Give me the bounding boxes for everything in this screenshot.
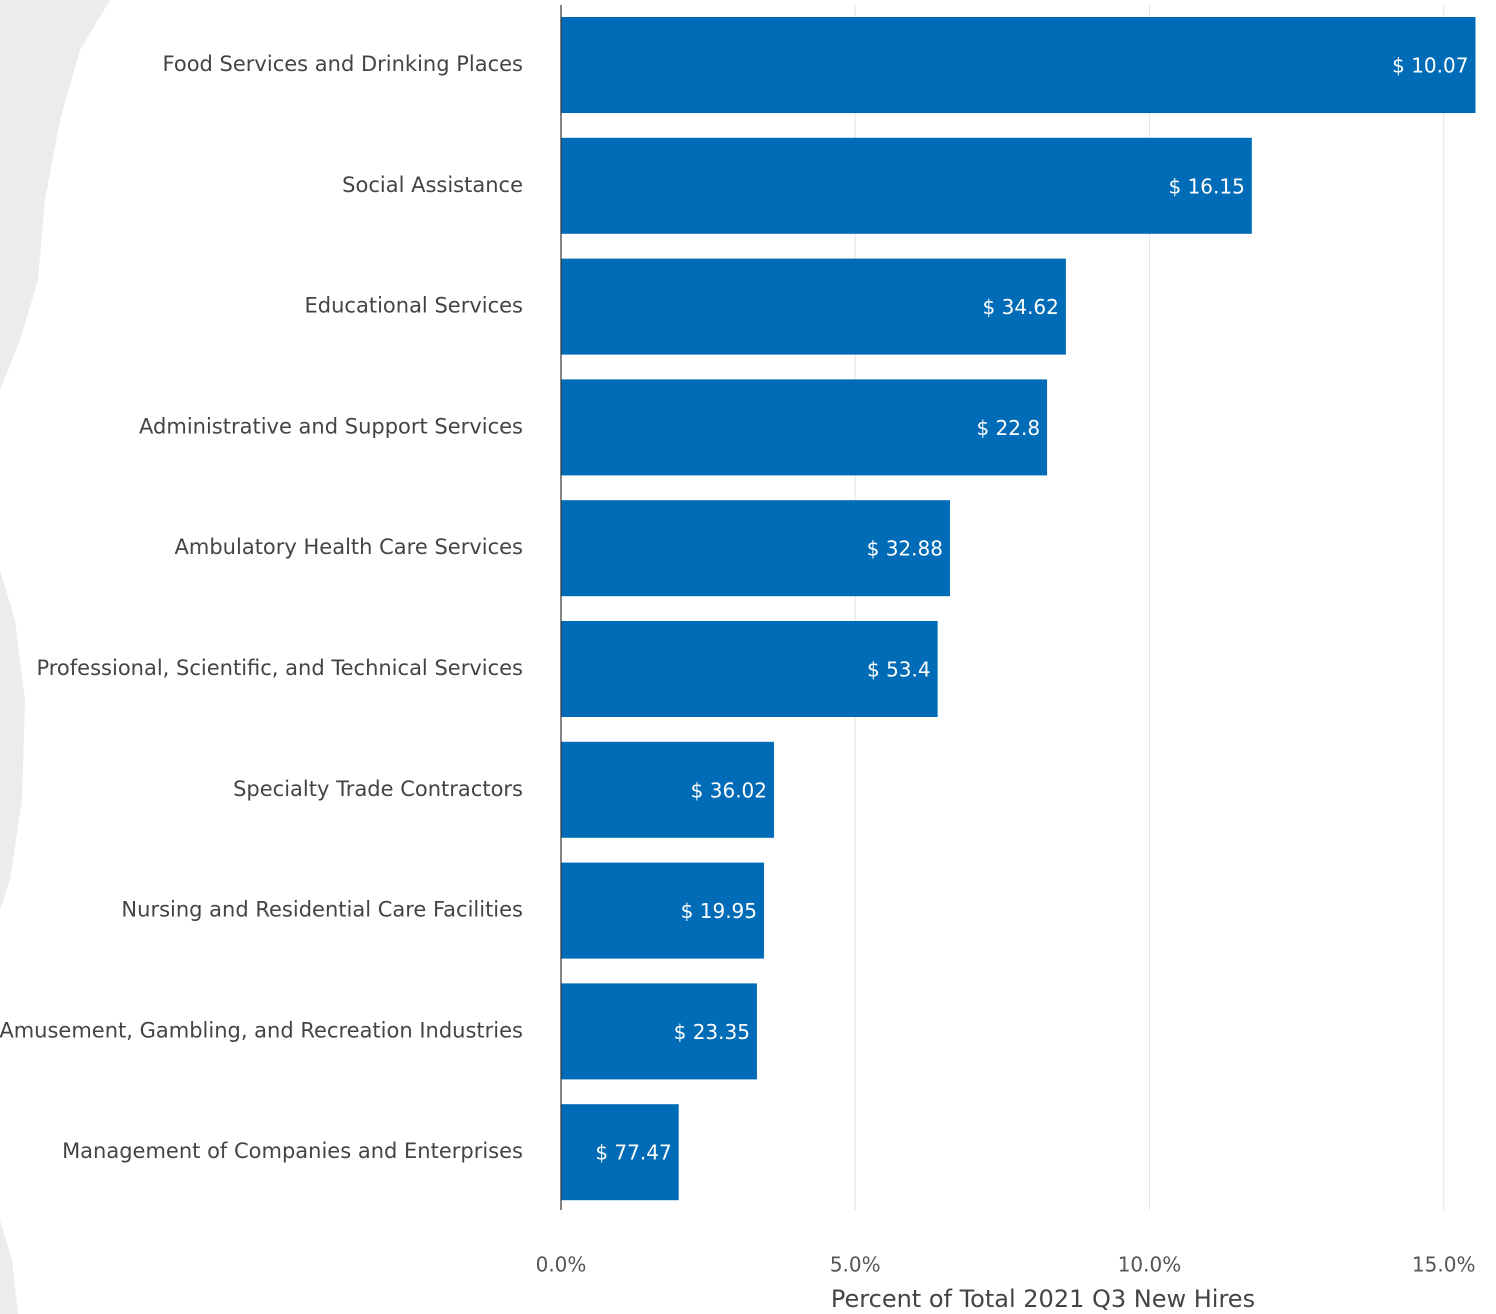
bar: [561, 379, 1048, 476]
bar: [561, 258, 1066, 355]
bar-label: $ 10.07: [1392, 54, 1468, 78]
decoration: [0, 1220, 18, 1314]
bar-label: $ 34.62: [983, 295, 1059, 319]
y-tick-label: Educational Services: [305, 294, 523, 318]
bar-label: $ 53.4: [867, 658, 931, 682]
y-tick-label: Ambulatory Health Care Services: [175, 535, 523, 559]
bar: [561, 741, 775, 838]
bar: [561, 862, 765, 959]
bar-label: $ 19.95: [681, 899, 757, 923]
bar: [561, 983, 757, 1080]
decoration: [0, 570, 25, 910]
y-tick-label: Food Services and Drinking Places: [163, 52, 523, 76]
decoration: [0, 0, 110, 390]
bar: [561, 500, 950, 597]
x-tick-label: 5.0%: [830, 1253, 881, 1277]
bar-label: $ 23.35: [674, 1020, 750, 1044]
bar-label: $ 77.47: [595, 1141, 671, 1165]
x-axis-title: Percent of Total 2021 Q3 New Hires: [831, 1285, 1255, 1313]
bar: [561, 137, 1252, 234]
bar-label: $ 32.88: [867, 537, 943, 561]
x-tick-label: 15.0%: [1412, 1253, 1476, 1277]
y-tick-label: Management of Companies and Enterprises: [62, 1139, 523, 1163]
bar-label: $ 16.15: [1169, 174, 1245, 198]
bar: [561, 17, 1476, 113]
x-tick-label: 10.0%: [1118, 1253, 1182, 1277]
bar-label: $ 36.02: [691, 778, 767, 802]
bar: [561, 621, 938, 717]
y-tick-label: Social Assistance: [342, 173, 523, 197]
y-tick-label: Specialty Trade Contractors: [233, 777, 523, 801]
x-tick-label: 0.0%: [536, 1253, 587, 1277]
bar: [561, 1104, 679, 1201]
y-tick-label: Nursing and Residential Care Facilities: [121, 898, 523, 922]
y-tick-label: Amusement, Gambling, and Recreation Indu…: [0, 1018, 523, 1042]
y-tick-label: Professional, Scientific, and Technical …: [36, 656, 523, 680]
y-tick-label: Administrative and Support Services: [139, 414, 523, 438]
bar-label: $ 22.8: [976, 416, 1040, 440]
